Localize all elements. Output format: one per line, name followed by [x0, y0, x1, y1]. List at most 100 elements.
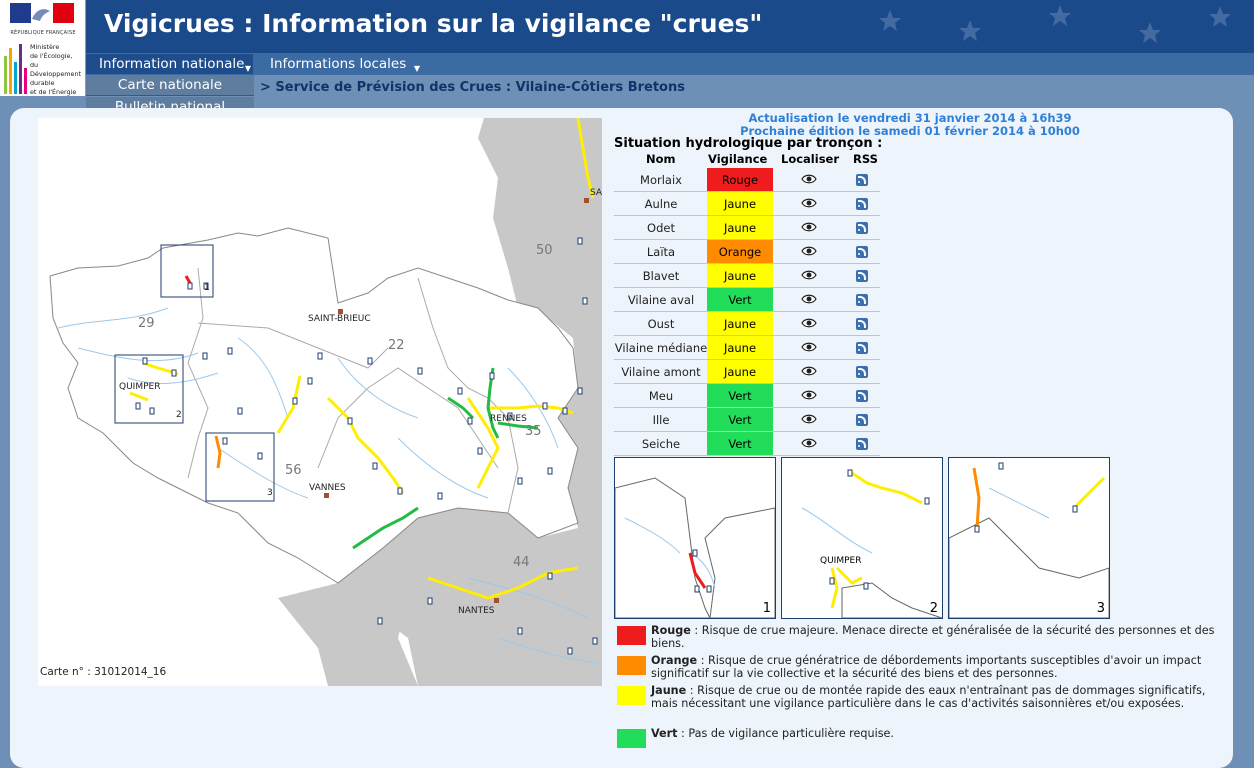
header-localiser: Localiser	[781, 152, 840, 166]
city-label: NANTES	[458, 606, 495, 616]
dept-label: 50	[536, 243, 553, 258]
eye-icon[interactable]	[801, 246, 817, 256]
legend-swatch	[617, 729, 646, 748]
vigilance-badge: Jaune	[707, 264, 773, 287]
eye-icon[interactable]	[801, 198, 817, 208]
table-header: Nom Vigilance Localiser RSS	[614, 152, 880, 167]
troncon-name: Seiche	[641, 437, 681, 451]
legend-text: : Risque de crue génératrice de débordem…	[651, 654, 1202, 680]
troncon-name: Meu	[648, 389, 674, 403]
eye-icon[interactable]	[801, 270, 817, 280]
table-row: Ille Vert	[614, 408, 880, 432]
inset-number: 3	[267, 488, 273, 498]
legend-label: Orange	[651, 654, 698, 667]
rss-icon[interactable]	[856, 414, 868, 426]
rss-icon[interactable]	[856, 438, 868, 450]
rss-icon[interactable]	[856, 390, 868, 402]
inset-svg	[948, 462, 1110, 619]
vigilance-map[interactable]: 29 22 35 56 44 50 SAINT-BRIEUC QUIMPER R…	[38, 117, 602, 686]
rss-icon[interactable]	[856, 198, 868, 210]
ministry-bars	[4, 44, 27, 94]
inset-map-2[interactable]: QUIMPER 2	[781, 457, 943, 619]
dept-label: 44	[513, 555, 530, 570]
dept-label: 29	[138, 316, 155, 331]
eye-icon[interactable]	[801, 318, 817, 328]
table-row: Oust Jaune	[614, 312, 880, 336]
troncon-name: Blavet	[642, 269, 680, 283]
ministry-logo[interactable]: RÉPUBLIQUE FRANÇAISE Ministère de l'Écol…	[0, 0, 86, 96]
legend-label: Jaune	[651, 684, 687, 697]
table-row: Vilaine médiane Jaune	[614, 336, 880, 360]
vigilance-badge: Jaune	[707, 312, 773, 335]
troncon-name: Oust	[647, 317, 675, 331]
eye-icon[interactable]	[801, 294, 817, 304]
vigilance-badge: Rouge	[707, 168, 773, 191]
situation-title: Situation hydrologique par tronçon :	[614, 136, 883, 151]
inset-number: 1	[762, 601, 771, 616]
table-row: Odet Jaune	[614, 216, 880, 240]
vigilance-badge: Orange	[707, 240, 773, 263]
vigilance-badge: Vert	[707, 288, 773, 311]
rss-icon[interactable]	[856, 246, 868, 258]
stars-decoration	[879, 5, 1231, 43]
dept-label: 22	[388, 338, 405, 353]
vigilance-badge: Vert	[707, 408, 773, 431]
troncon-name: Vilaine aval	[627, 293, 695, 307]
vigilance-badge: Jaune	[707, 336, 773, 359]
vigilance-badge: Vert	[707, 432, 773, 455]
table-row: Laïta Orange	[614, 240, 880, 264]
situation-table: Morlaix Rouge Aulne Jaune Odet Jaune Laïta Oran…	[614, 168, 880, 456]
troncon-name: Aulne	[644, 197, 678, 211]
header-rss: RSS	[853, 152, 878, 166]
rss-icon[interactable]	[856, 318, 868, 330]
eye-icon[interactable]	[801, 342, 817, 352]
eye-icon[interactable]	[801, 366, 817, 376]
marianne-logo	[10, 3, 74, 23]
troncon-name: Odet	[647, 221, 675, 235]
eye-icon[interactable]	[801, 414, 817, 424]
inset-map-3[interactable]: 3	[948, 457, 1110, 619]
header-nom: Nom	[646, 152, 676, 166]
dept-label: 56	[285, 463, 302, 478]
tab-information-nationale[interactable]: Information nationale ▼	[86, 54, 253, 74]
inset-map-1[interactable]: 1	[614, 457, 776, 619]
inset-number: 2	[176, 410, 182, 420]
map-svg	[38, 117, 602, 686]
tab-label: Informations locales	[270, 56, 407, 72]
troncon-name: Vilaine médiane	[614, 341, 708, 355]
legend-swatch	[617, 686, 646, 705]
inset-number: 1	[204, 283, 210, 293]
eye-icon[interactable]	[801, 222, 817, 232]
map-number: Carte n° : 31012014_16	[40, 666, 167, 678]
eye-icon[interactable]	[801, 438, 817, 448]
vigilance-badge: Vert	[707, 384, 773, 407]
rss-icon[interactable]	[856, 174, 868, 186]
menu-item-carte-nationale[interactable]: Carte nationale	[86, 75, 254, 96]
rss-icon[interactable]	[856, 270, 868, 282]
table-row: Vilaine amont Jaune	[614, 360, 880, 384]
legend-swatch	[617, 626, 646, 645]
troncon-name: Morlaix	[640, 173, 682, 187]
vigilance-badge: Jaune	[707, 216, 773, 239]
tab-label: Information nationale	[99, 56, 245, 72]
tab-informations-locales[interactable]: Informations locales ▼	[257, 54, 422, 74]
table-row: Morlaix Rouge	[614, 168, 880, 192]
troncon-name: Vilaine amont	[621, 365, 701, 379]
breadcrumb: > Service de Prévision des Crues : Vilai…	[260, 80, 685, 95]
rss-icon[interactable]	[856, 342, 868, 354]
legend-text: : Risque de crue majeure. Menace directe…	[651, 624, 1215, 650]
troncon-name: Ille	[652, 413, 670, 427]
rss-icon[interactable]	[856, 222, 868, 234]
vigilance-badge: Jaune	[707, 360, 773, 383]
ministry-name: Ministère de l'Écologie, du Développemen…	[30, 43, 82, 96]
inset-svg	[782, 458, 943, 619]
city-label: VANNES	[309, 483, 346, 493]
rss-icon[interactable]	[856, 294, 868, 306]
legend-swatch	[617, 656, 646, 675]
eye-icon[interactable]	[801, 390, 817, 400]
table-row: Blavet Jaune	[614, 264, 880, 288]
eye-icon[interactable]	[801, 174, 817, 184]
legend-label: Rouge	[651, 624, 691, 637]
inset-number: 2	[929, 601, 938, 616]
rss-icon[interactable]	[856, 366, 868, 378]
